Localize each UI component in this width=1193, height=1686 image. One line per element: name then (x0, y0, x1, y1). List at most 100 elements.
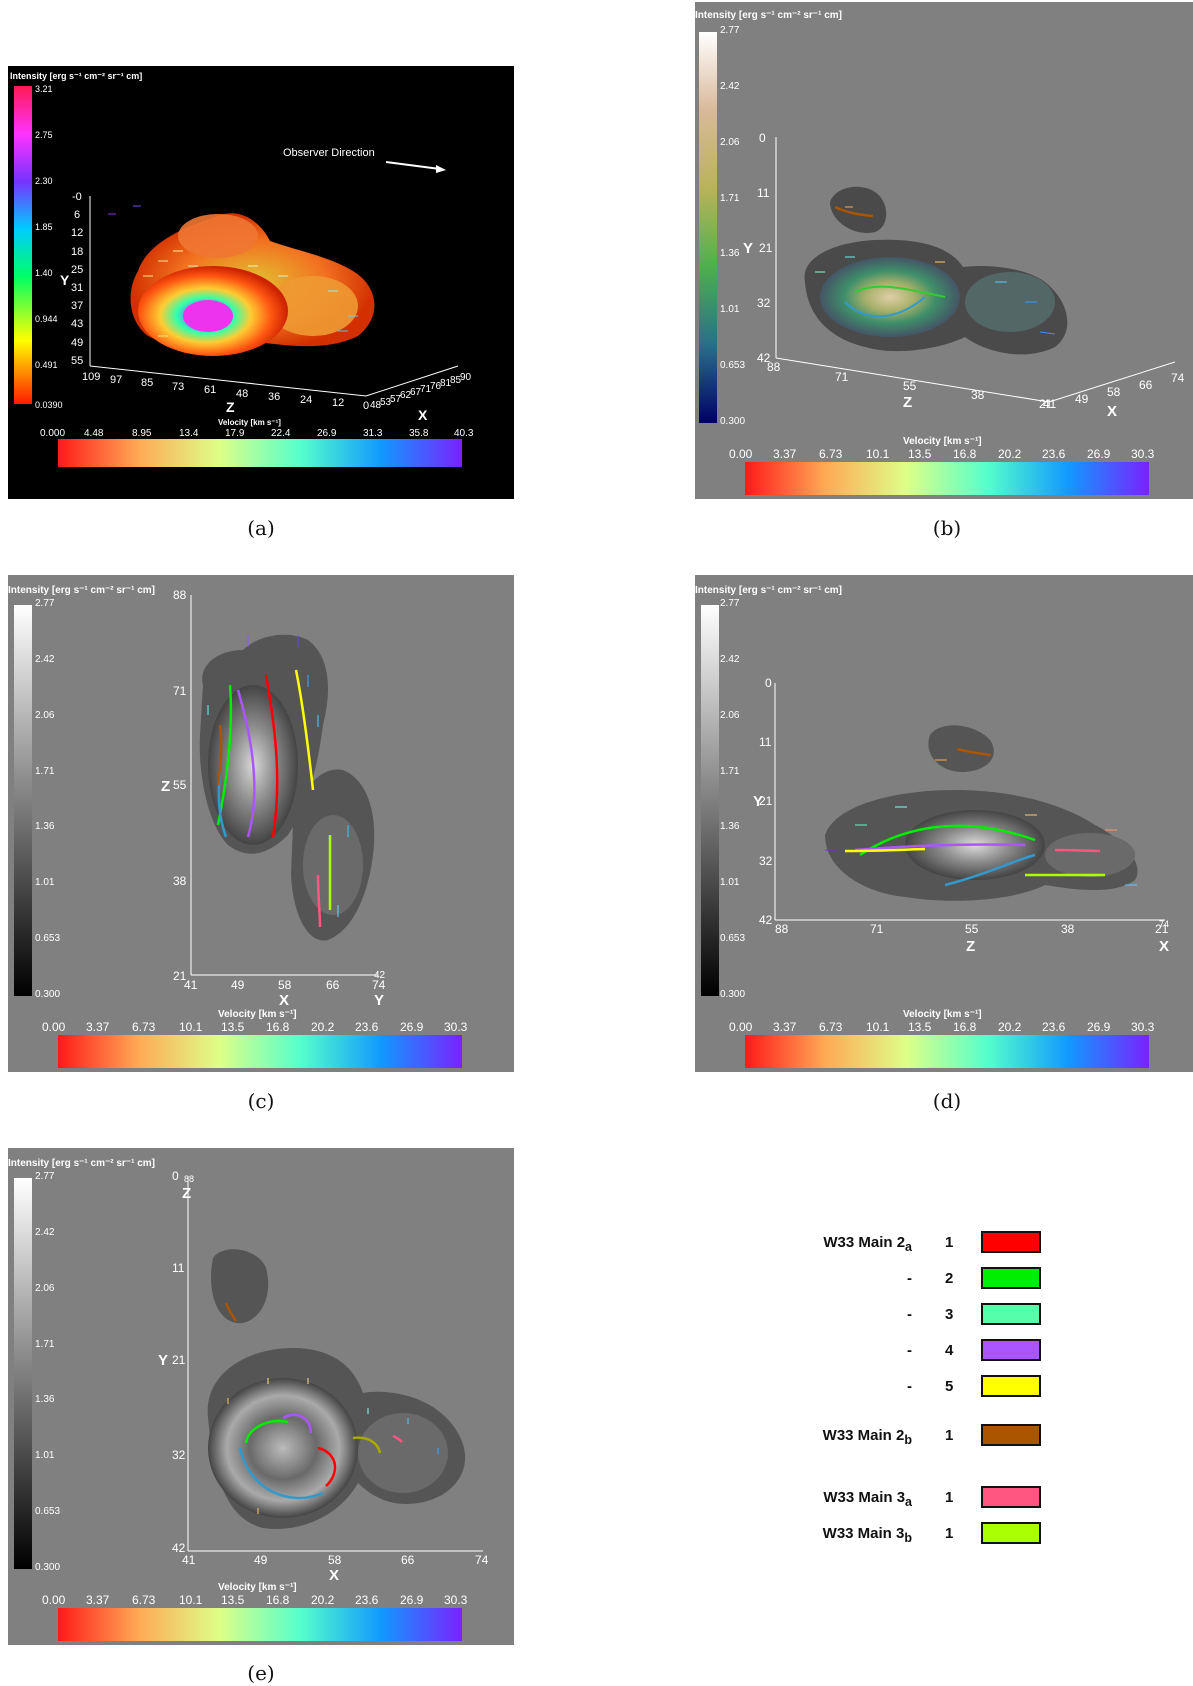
velocity-label: Velocity [km s⁻¹] (218, 1582, 297, 1593)
z-axis-label: Z (903, 394, 912, 411)
intensity-label: Intensity [erg s⁻¹ cm⁻² sr⁻¹ cm] (10, 71, 142, 81)
velocity-tick: 3.37 (86, 1020, 110, 1034)
y-tick: 0 (765, 676, 772, 690)
x-tick: 66 (401, 1553, 415, 1567)
velocity-ticks: 0.000 4.48 8.95 13.4 17.9 22.4 26.9 31.3… (40, 428, 474, 439)
legend-swatch (981, 1522, 1041, 1544)
structure-lines (216, 669, 332, 928)
intensity-tick: 2.42 (35, 654, 55, 665)
z-axis-ticks: 88 71 55 38 21 (173, 588, 187, 983)
legend-swatch (981, 1303, 1041, 1325)
z-axis-ticks: 109 97 85 73 61 48 36 24 12 0 (82, 371, 369, 412)
velocity-tick: 4.48 (84, 428, 104, 439)
velocity-vectors (815, 206, 1056, 335)
y-tick: 21 (759, 794, 773, 808)
caption-e: (e) (247, 1661, 275, 1685)
intensity-colorbar (14, 1178, 32, 1569)
z-axis-ticks: 88 71 55 38 21 (767, 360, 1053, 411)
observer-direction-label: Observer Direction (283, 147, 375, 159)
intensity-cloud (804, 186, 1068, 355)
x-tick: 49 (231, 978, 245, 992)
x-tick: 85 (450, 375, 462, 386)
legend-row: W33 Main 2a 1 (780, 1231, 1100, 1257)
velocity-tick: 6.73 (132, 1020, 156, 1034)
velocity-tick: 20.2 (311, 1020, 335, 1034)
legend-swatch (981, 1267, 1041, 1289)
velocity-tick: 6.73 (819, 1020, 843, 1034)
y-tick: 11 (172, 1261, 185, 1275)
x-axis-label: X (329, 1567, 339, 1584)
x-axis-label: X (279, 992, 289, 1009)
intensity-colorbar (699, 32, 717, 423)
y-axis-label: Y (743, 240, 753, 257)
y-axis-ticks: -0 6 12 18 25 31 37 43 49 55 (71, 191, 83, 367)
z-axis-label: Z (226, 399, 235, 415)
legend-row: - 5 (780, 1375, 1100, 1401)
velocity-tick: 30.3 (444, 1593, 468, 1607)
panel-e-canvas: Intensity [erg s⁻¹ cm⁻² sr⁻¹ cm] 2.77 2.… (8, 1158, 489, 1641)
intensity-ticks: 2.77 2.42 2.06 1.71 1.36 1.01 0.653 0.30… (35, 1171, 60, 1573)
intensity-tick: 0.300 (720, 416, 745, 427)
y-tick: 11 (759, 735, 772, 749)
y-tick: 0 (759, 131, 766, 145)
legend-number: 1 (945, 1489, 954, 1506)
z-tick: 55 (173, 778, 187, 792)
intensity-tick: 2.42 (35, 1227, 55, 1238)
velocity-tick: 13.4 (179, 428, 199, 439)
velocity-tick: 30.3 (1131, 447, 1155, 461)
x-tick: 49 (254, 1553, 268, 1567)
intensity-tick: 2.06 (720, 710, 740, 721)
intensity-tick: 1.71 (720, 766, 740, 777)
intensity-tick: 2.06 (720, 137, 740, 148)
y-axis-label: Y (158, 1352, 168, 1369)
velocity-tick: 23.6 (1042, 1020, 1066, 1034)
intensity-tick: 1.36 (35, 1394, 55, 1405)
z-tick: 85 (141, 377, 153, 389)
caption-a: (a) (247, 516, 275, 540)
panel-a-canvas: Intensity [erg s⁻¹ cm⁻² sr⁻¹ cm] 3.21 2.… (10, 71, 474, 467)
intensity-tick: 0.0390 (35, 400, 63, 410)
panel-b: Intensity [erg s⁻¹ cm⁻² sr⁻¹ cm] 2.77 2.… (695, 2, 1193, 499)
observer-direction-arrow (385, 161, 441, 170)
legend-name: - (907, 1270, 912, 1287)
y-tick: -0 (72, 191, 82, 203)
x-tick: 67 (410, 387, 422, 398)
velocity-tick: 26.9 (400, 1593, 424, 1607)
z-tick: 55 (903, 379, 917, 393)
x-tick: 41 (1043, 397, 1057, 411)
velocity-tick: 16.8 (953, 447, 977, 461)
intensity-tick: 1.71 (35, 1339, 55, 1350)
velocity-vectors (825, 759, 1137, 886)
y-tick: 42 (374, 970, 386, 981)
z-tick: 38 (173, 874, 187, 888)
intensity-tick: 1.01 (35, 877, 55, 888)
velocity-colorbar (58, 439, 462, 467)
velocity-tick: 6.73 (819, 447, 843, 461)
velocity-tick: 17.9 (225, 428, 245, 439)
y-tick: 42 (172, 1541, 186, 1555)
legend-name: W33 Main 3a (823, 1489, 912, 1509)
x-tick: 76 (430, 381, 442, 392)
z-tick: 36 (268, 391, 280, 403)
velocity-colorbar (745, 462, 1149, 495)
velocity-label: Velocity [km s⁻¹] (218, 1009, 297, 1020)
legend-number: 1 (945, 1427, 954, 1444)
legend-row: - 2 (780, 1267, 1100, 1293)
velocity-label: Velocity [km s⁻¹] (903, 436, 982, 447)
velocity-ticks: 0.00 3.37 6.73 10.1 13.5 16.8 20.2 23.6 … (42, 1593, 468, 1607)
velocity-tick: 0.00 (42, 1593, 66, 1607)
intensity-tick: 1.36 (720, 821, 740, 832)
intensity-tick: 1.01 (35, 1450, 55, 1461)
legend-number: 1 (945, 1234, 954, 1251)
legend-row: W33 Main 2b 1 (780, 1424, 1100, 1450)
intensity-tick: 2.06 (35, 1283, 55, 1294)
z-tick: 48 (236, 388, 248, 400)
intensity-cloud (207, 1249, 466, 1529)
y-axis-ticks: 0 11 21 32 42 (757, 131, 773, 365)
x-axis-line (1048, 361, 1176, 403)
x-tick: 74 (1171, 371, 1185, 385)
x-tick: 41 (184, 978, 198, 992)
velocity-ticks: 0.00 3.37 6.73 10.1 13.5 16.8 20.2 23.6 … (729, 447, 1155, 461)
y-tick: 0 (172, 1169, 179, 1183)
x-axis-label: X (1159, 938, 1169, 955)
